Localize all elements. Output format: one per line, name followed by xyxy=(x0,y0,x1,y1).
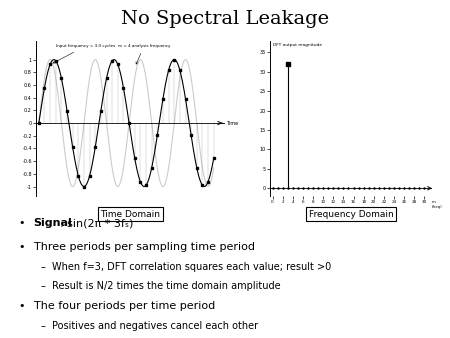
Text: Frequency Domain: Frequency Domain xyxy=(309,210,393,219)
Text: The four periods per time period: The four periods per time period xyxy=(34,301,215,312)
Text: –: – xyxy=(40,262,45,272)
Text: Result is N/2 times the time domain amplitude: Result is N/2 times the time domain ampl… xyxy=(52,281,280,291)
Text: •: • xyxy=(18,218,24,228)
Text: Input frequency = 3.0 cycles: Input frequency = 3.0 cycles xyxy=(53,44,115,63)
Text: When f=3, DFT correlation squares each value; result >0: When f=3, DFT correlation squares each v… xyxy=(52,262,331,272)
Text: Signal: Signal xyxy=(34,218,72,228)
Text: –: – xyxy=(40,321,45,331)
Text: Time: Time xyxy=(225,121,238,125)
Text: Three periods per sampling time period: Three periods per sampling time period xyxy=(34,242,255,252)
Text: •: • xyxy=(18,242,24,252)
Text: Positives and negatives cancel each other: Positives and negatives cancel each othe… xyxy=(52,321,258,331)
Text: No Spectral Leakage: No Spectral Leakage xyxy=(121,10,329,28)
Text: Time Domain: Time Domain xyxy=(100,210,161,219)
Text: m
(freq): m (freq) xyxy=(432,200,443,209)
Text: –: – xyxy=(40,281,45,291)
Text: DFT output magnitude: DFT output magnitude xyxy=(273,43,322,47)
Text: •: • xyxy=(18,301,24,312)
Text: m = 4 analysis frequency: m = 4 analysis frequency xyxy=(118,44,170,64)
Text: : sin(2π * 3fₛ): : sin(2π * 3fₛ) xyxy=(60,218,133,228)
